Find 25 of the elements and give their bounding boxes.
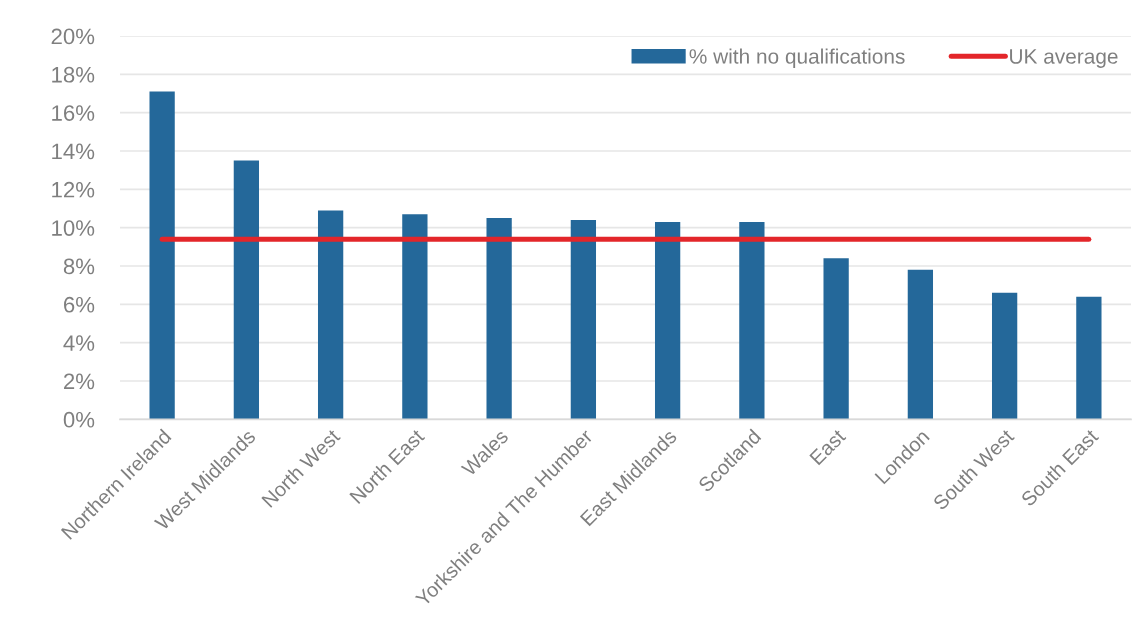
y-tick-label: 0% [63, 411, 95, 428]
legend-label: % with no qualifications [689, 48, 905, 68]
bar [317, 210, 344, 420]
bar [233, 160, 260, 420]
y-tick-label: 18% [52, 66, 95, 83]
bar [823, 258, 849, 420]
bar [1076, 296, 1102, 420]
bar [739, 221, 765, 420]
bar [907, 269, 934, 420]
y-tick-label: 2% [64, 373, 95, 390]
y-tick-label: 6% [64, 296, 95, 313]
bar [654, 221, 681, 420]
bar [486, 218, 512, 420]
y-tick-label: 10% [52, 220, 95, 236]
bar [402, 214, 428, 420]
bar [149, 91, 175, 420]
y-tick-label: 4% [63, 335, 95, 351]
y-tick-label: 14% [52, 143, 95, 160]
y-tick-label: 8% [63, 258, 95, 275]
legend-label: UK average [1010, 49, 1118, 68]
y-tick-label: 16% [52, 105, 95, 121]
bar [991, 292, 1018, 420]
bar [570, 219, 597, 420]
y-tick-label: 12% [52, 181, 95, 198]
y-tick-label: 20% [51, 28, 95, 45]
